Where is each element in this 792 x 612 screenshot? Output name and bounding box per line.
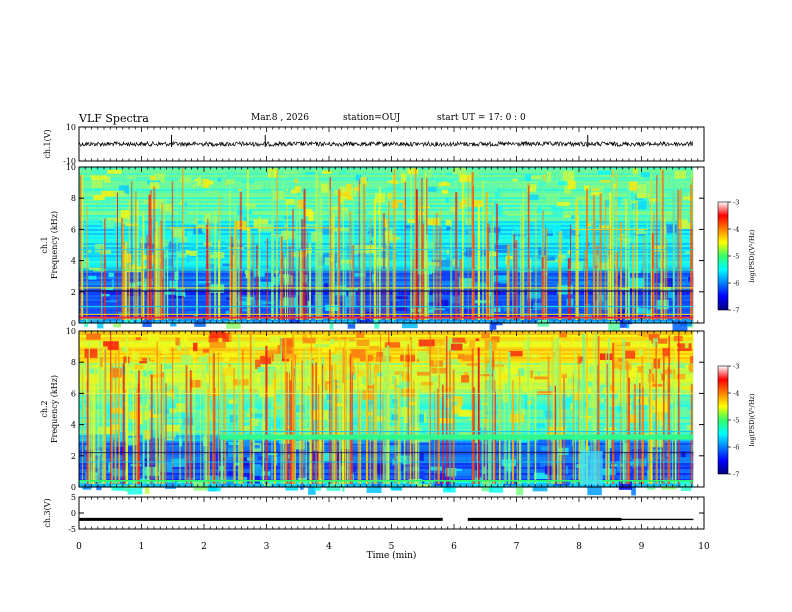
ch2-spec-patch [115, 485, 130, 491]
ch2-spec-ylabel: Frequency (kHz) [50, 375, 59, 443]
ch2-spec-cells [79, 331, 704, 496]
ch2-spec-ytick-label: 6 [71, 389, 76, 398]
time-tick-label: 6 [451, 542, 457, 552]
ch2-spec-ytick-label: 4 [71, 421, 76, 430]
ch1-spec-patch [619, 321, 630, 328]
ch1-spec-patch [626, 322, 629, 329]
ch2-spec-ytick-label: 10 [66, 327, 76, 336]
ch2-colorbar [717, 365, 729, 475]
ch1-waveform-ytick-label: 10 [66, 123, 76, 132]
station-label: station=OUJ [343, 113, 401, 123]
ch1-spec-blank [693, 167, 704, 323]
ch1-spec-patch [113, 322, 122, 328]
ch2-spec-patch [647, 486, 656, 490]
ch2-spec-patch [516, 485, 524, 496]
ch1-spec-patch [170, 322, 177, 327]
ch2-colorbar-tick-label: -6 [733, 444, 739, 452]
date-label: Mar.8 , 2026 [251, 113, 309, 123]
ch2-spec-blank [693, 331, 704, 487]
time-tick-label: 3 [264, 542, 270, 552]
ch1-colorbar-tick-label: -4 [733, 226, 739, 234]
ch1-spec-grain [79, 167, 694, 323]
start-time-label: start UT = 17: 0 : 0 [437, 113, 526, 123]
time-tick-label: 7 [514, 542, 520, 552]
ch1-spec-patch [489, 321, 493, 331]
time-tick-label: 5 [389, 542, 395, 552]
time-tick-label: 1 [139, 542, 145, 552]
time-axis-label: Time (min) [367, 550, 417, 561]
ch2-spec-ytick-label: 8 [71, 358, 76, 367]
ch1-colorbar-label: log(PSD)(V²/Hz) [748, 229, 756, 282]
ch3-waveform-frame [78, 496, 705, 530]
ch1-colorbar-tick-label: -5 [733, 253, 739, 261]
ch2-spec-patch [366, 484, 382, 493]
ch2-channel-label: ch.2 [40, 400, 49, 417]
ch2-spec-patch [442, 486, 456, 493]
ch1-ylabel: ch.1(V) [43, 129, 52, 158]
ch2-spec-patch [532, 484, 548, 492]
ch2-spec-patch [631, 486, 636, 496]
ch3-waveform-ytick-label: 5 [71, 493, 76, 502]
ch3-ylabel: ch.3(V) [43, 498, 52, 527]
ch2-spec-patch [308, 486, 316, 495]
ch2-spec-patch [587, 485, 602, 496]
ch3-waveform-ytick-label: -5 [68, 525, 76, 534]
ch1-spec-ytick-label: 2 [71, 288, 76, 297]
ch1-spec-cells [79, 167, 704, 331]
ch2-spec-patch [313, 485, 321, 491]
time-tick-label: 9 [639, 542, 645, 552]
ch1-spec-ytick-label: 0 [71, 319, 76, 328]
ch1-spec-patch [402, 322, 418, 329]
ch1-spec-ytick-label: 8 [71, 194, 76, 203]
time-tick-label: 0 [76, 542, 82, 552]
ch1-spec-ytick-label: 6 [71, 225, 76, 234]
ch1-spec-patch [347, 322, 356, 329]
time-tick-label: 8 [576, 542, 582, 552]
time-tick-label: 10 [698, 542, 710, 552]
ch1-spec-patch [492, 322, 497, 330]
ch2-colorbar-tick-label: -7 [733, 471, 739, 479]
ch2-spec-patch-8min [580, 451, 603, 485]
ch1-spec-patch [329, 321, 334, 330]
ch2-spec-patch [96, 485, 102, 491]
ch1-colorbar-tick-label: -3 [733, 199, 739, 207]
ch2-colorbar-label: log(PSD)(V²/Hz) [748, 393, 756, 446]
ch1-spec-ytick-label: 10 [66, 163, 76, 172]
ch1-spec-patch [226, 321, 241, 329]
ch2-spec-ytick-label: 0 [71, 483, 76, 492]
ch2-spec-patch [661, 485, 677, 490]
ch1-spec-patch [672, 321, 688, 331]
ch2-spec-patch [124, 485, 129, 492]
ch2-spec-patch [144, 486, 150, 494]
ch1-trace [78, 140, 694, 148]
ch1-spec-patch [97, 321, 104, 329]
ch2-spec-patch [127, 485, 143, 495]
ch2-spec-patch [489, 483, 504, 493]
ch1-colorbar-tick-label: -7 [733, 307, 739, 315]
ch2-colorbar-tick-label: -4 [733, 390, 739, 398]
figure-title: VLF Spectra [79, 112, 149, 125]
time-tick-label: 2 [201, 542, 207, 552]
ch1-colorbar-tick-label: -6 [733, 280, 739, 288]
ch1-channel-label: ch.1 [40, 236, 49, 253]
ch2-spec-ytick-label: 2 [71, 452, 76, 461]
ch1-spec-patch [608, 321, 620, 331]
time-tick-label: 4 [326, 542, 332, 552]
ch1-colorbar [717, 201, 729, 311]
ch1-waveform-ytick-label: -10 [63, 157, 76, 166]
ch3-waveform-ytick-label: 0 [71, 509, 76, 518]
ch1-spec-patch [374, 318, 380, 329]
ch1-spec-ylabel: Frequency (kHz) [50, 211, 59, 279]
ch2-colorbar-tick-label: -3 [733, 363, 739, 371]
ch1-spec-ytick-label: 4 [71, 257, 76, 266]
ch2-spec-frame [78, 330, 705, 488]
ch1-spec-frame [78, 166, 705, 324]
ch2-colorbar-tick-label: -5 [733, 417, 739, 425]
